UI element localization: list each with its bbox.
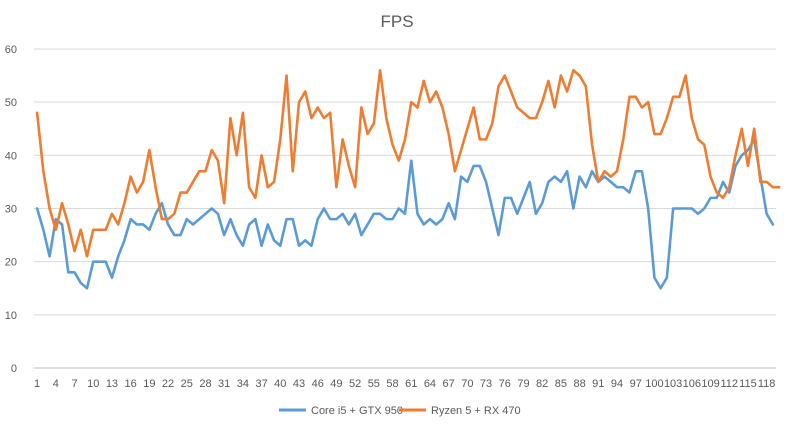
x-tick-label: 40 — [274, 378, 286, 390]
x-tick-label: 88 — [573, 378, 585, 390]
x-tick-label: 13 — [106, 378, 118, 390]
y-tick-label: 20 — [5, 257, 17, 269]
x-tick-label: 109 — [701, 378, 719, 390]
x-tick-label: 4 — [53, 378, 59, 390]
x-tick-label: 100 — [645, 378, 663, 390]
chart-title: FPS — [380, 12, 413, 31]
x-tick-label: 118 — [758, 378, 776, 390]
y-tick-label: 10 — [5, 310, 17, 322]
x-tick-label: 106 — [683, 378, 701, 390]
legend-item: Ryzen 5 + RX 470 — [399, 405, 521, 417]
x-tick-label: 46 — [312, 378, 324, 390]
x-tick-label: 49 — [330, 378, 342, 390]
y-axis-ticks: 0 10 20 30 40 50 60 — [5, 44, 17, 375]
x-tick-label: 25 — [181, 378, 193, 390]
x-tick-label: 64 — [424, 378, 436, 390]
y-tick-label: 40 — [5, 150, 17, 162]
series-layer — [35, 68, 781, 290]
x-tick-label: 19 — [143, 378, 155, 390]
x-tick-label: 1 — [34, 378, 40, 390]
legend-label: Core i5 + GTX 950 — [311, 405, 403, 417]
x-tick-label: 91 — [592, 378, 604, 390]
x-tick-label: 76 — [499, 378, 511, 390]
x-tick-label: 37 — [255, 378, 267, 390]
x-tick-label: 79 — [517, 378, 529, 390]
x-tick-label: 70 — [461, 378, 473, 390]
x-tick-label: 85 — [555, 378, 567, 390]
y-tick-label: 50 — [5, 97, 17, 109]
x-tick-label: 115 — [739, 378, 757, 390]
x-tick-label: 58 — [386, 378, 398, 390]
x-tick-label: 67 — [443, 378, 455, 390]
x-tick-label: 97 — [630, 378, 642, 390]
x-tick-label: 52 — [349, 378, 361, 390]
x-axis-ticks: 1 4 7 10 13 16 19 22 25 28 31 34 37 40 43 46 49 52 55 58 61 6… — [34, 378, 775, 390]
x-tick-label: 7 — [71, 378, 77, 390]
legend-label: Ryzen 5 + RX 470 — [431, 405, 521, 417]
y-tick-label: 0 — [11, 363, 17, 375]
x-tick-label: 55 — [368, 378, 380, 390]
y-tick-label: 30 — [5, 204, 17, 216]
series-2 — [35, 68, 781, 258]
legend-item: Core i5 + GTX 950 — [279, 405, 403, 417]
x-tick-label: 43 — [293, 378, 305, 390]
x-tick-label: 16 — [125, 378, 137, 390]
x-tick-label: 103 — [664, 378, 682, 390]
series-line — [35, 68, 781, 258]
x-tick-label: 31 — [218, 378, 230, 390]
x-tick-label: 34 — [237, 378, 249, 390]
x-tick-label: 82 — [536, 378, 548, 390]
y-tick-label: 60 — [5, 44, 17, 56]
x-tick-label: 61 — [405, 378, 417, 390]
x-tick-label: 22 — [162, 378, 174, 390]
x-tick-label: 112 — [720, 378, 738, 390]
x-tick-label: 28 — [199, 378, 211, 390]
x-tick-label: 94 — [611, 378, 623, 390]
legend: Core i5 + GTX 950 Ryzen 5 + RX 470 — [279, 405, 521, 417]
x-tick-label: 10 — [87, 378, 99, 390]
x-tick-label: 73 — [480, 378, 492, 390]
